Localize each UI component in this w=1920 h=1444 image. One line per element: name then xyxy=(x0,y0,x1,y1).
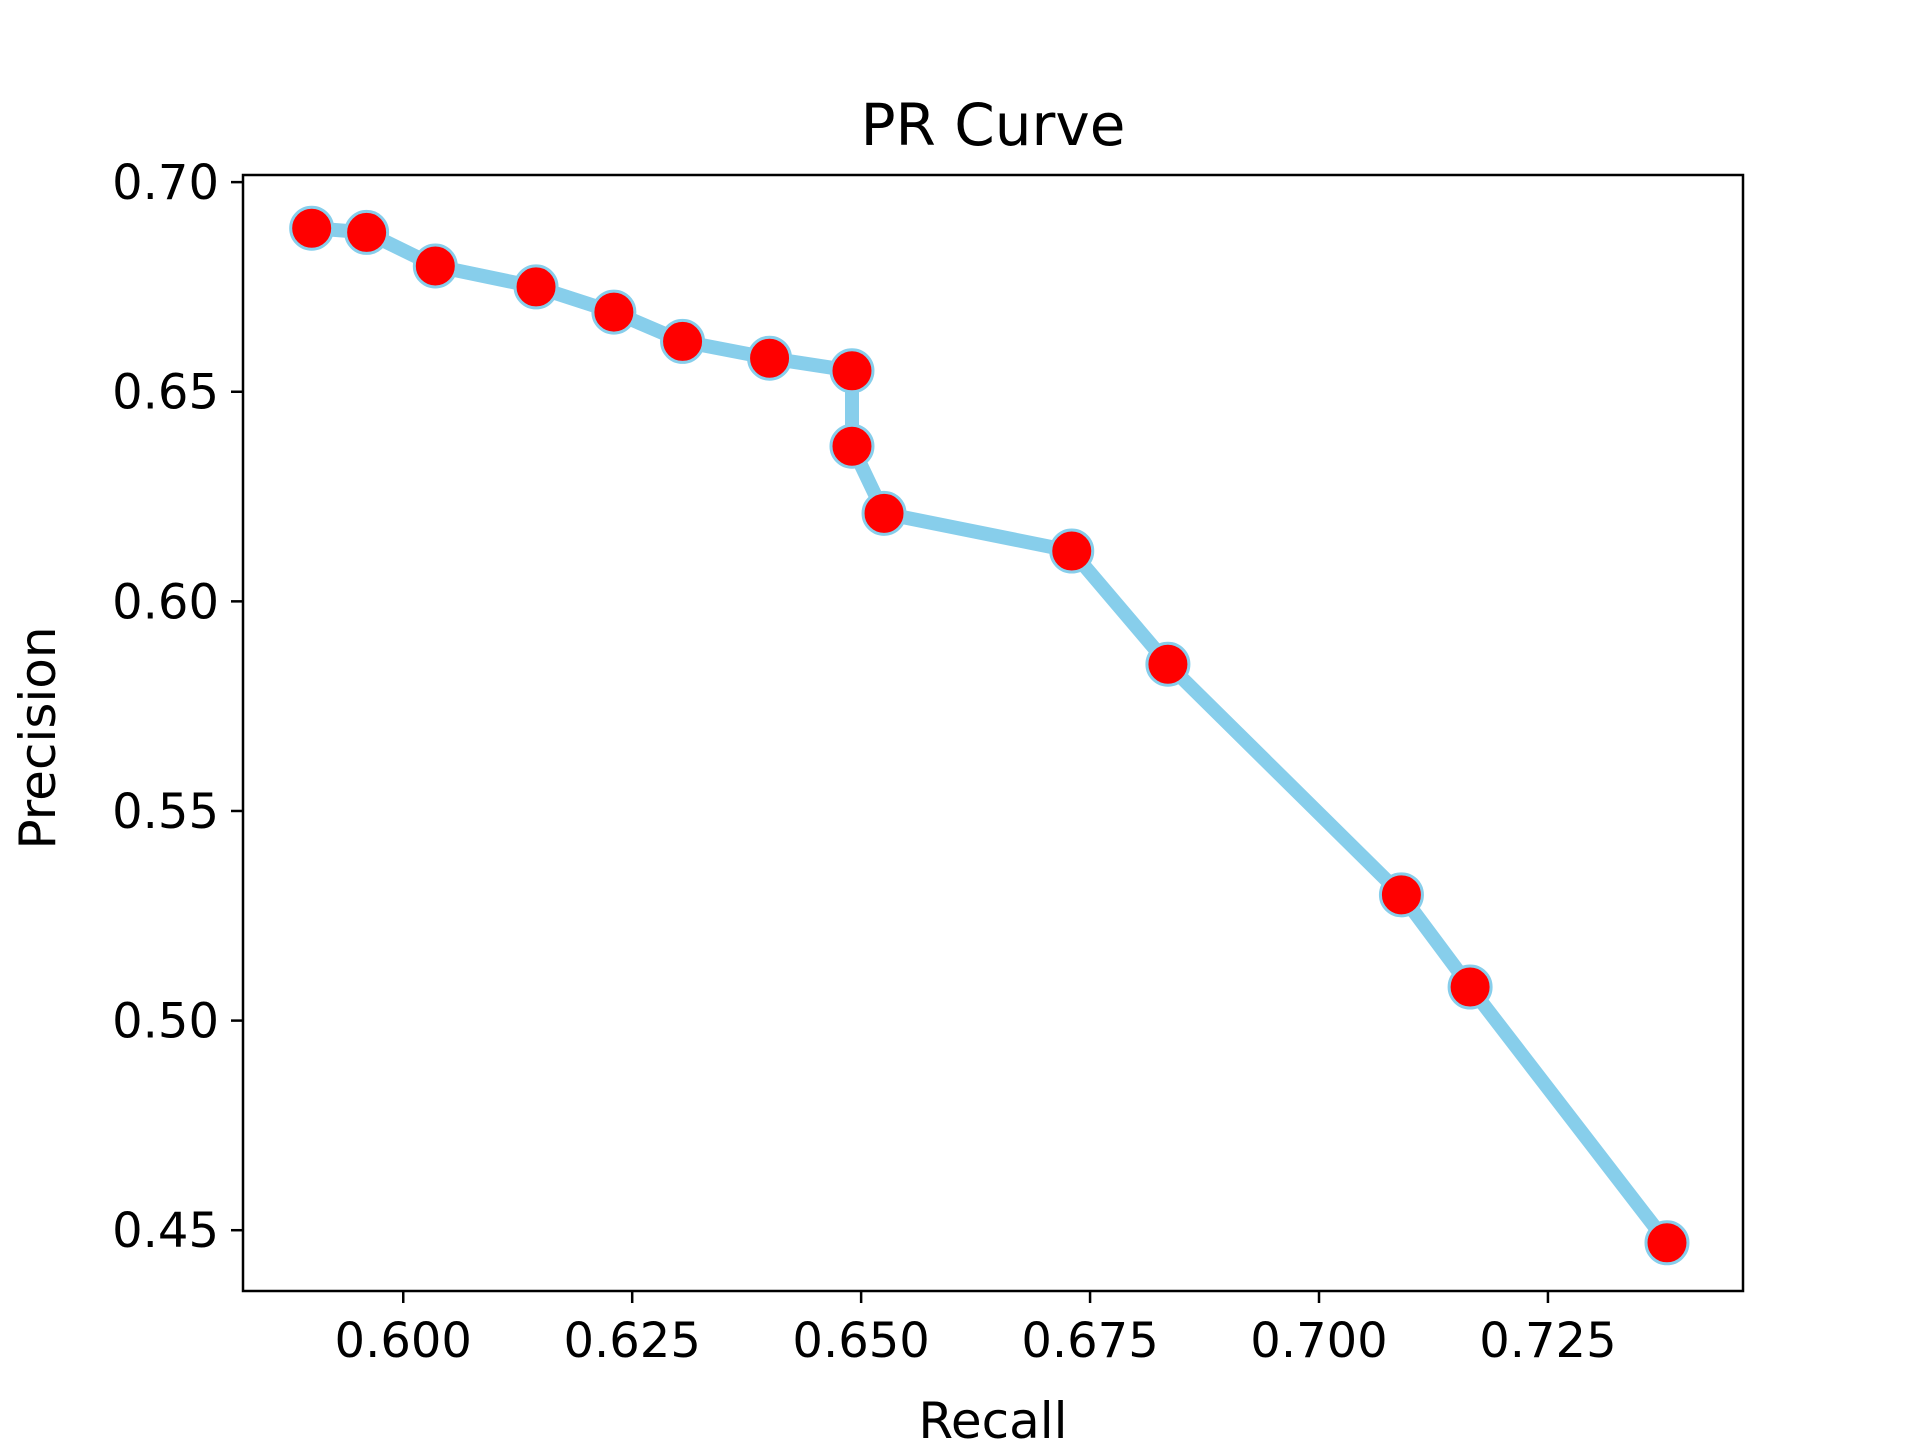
data-point xyxy=(591,289,637,335)
data-point xyxy=(513,264,559,310)
x-axis-label: Recall xyxy=(918,1392,1067,1440)
data-point xyxy=(660,318,706,364)
y-tick-label: 0.45 xyxy=(112,1203,219,1259)
data-point xyxy=(861,490,907,536)
x-tick-label: 0.625 xyxy=(563,1313,700,1369)
y-tick-label: 0.70 xyxy=(112,155,219,211)
chart-title: PR Curve xyxy=(861,91,1126,159)
x-tick-label: 0.675 xyxy=(1021,1313,1158,1369)
data-point xyxy=(1447,964,1493,1010)
data-point xyxy=(1145,641,1191,687)
axis-ticks: 0.600 0.625 0.650 0.675 0.700 0.725 0.45 0.50 0.… xyxy=(112,155,1617,1369)
data-point xyxy=(1049,528,1095,574)
data-point xyxy=(289,205,335,251)
x-tick-label: 0.700 xyxy=(1250,1313,1387,1369)
x-tick-label: 0.600 xyxy=(335,1313,472,1369)
plot-frame xyxy=(241,173,1745,1293)
data-point xyxy=(829,423,875,469)
data-point xyxy=(829,348,875,394)
data-point xyxy=(1644,1220,1690,1266)
x-tick-label: 0.725 xyxy=(1479,1313,1616,1369)
data-point xyxy=(412,243,458,289)
plot-series xyxy=(289,205,1690,1266)
y-tick-label: 0.55 xyxy=(112,784,219,840)
y-tick-label: 0.65 xyxy=(112,365,219,421)
pr-curve-line xyxy=(304,221,1674,1250)
y-axis-label: Precision xyxy=(9,626,67,849)
data-point xyxy=(1378,872,1424,918)
y-tick-label: 0.60 xyxy=(112,574,219,630)
data-point xyxy=(344,209,390,255)
y-tick-label: 0.50 xyxy=(112,994,219,1050)
x-tick-label: 0.650 xyxy=(792,1313,929,1369)
data-point xyxy=(747,335,793,381)
